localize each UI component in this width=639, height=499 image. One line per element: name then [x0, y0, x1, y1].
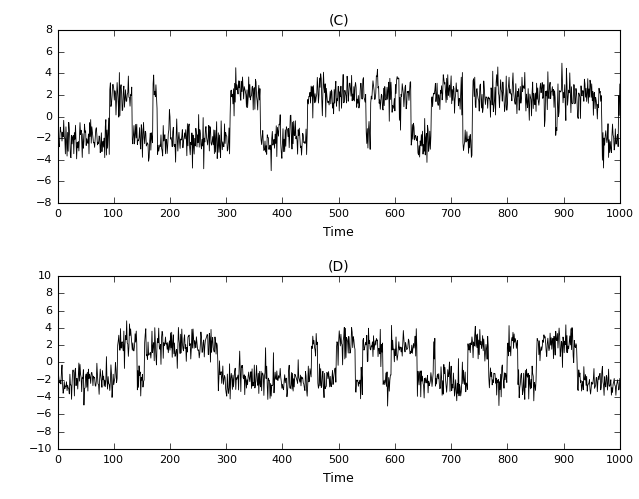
- X-axis label: Time: Time: [323, 472, 354, 485]
- X-axis label: Time: Time: [323, 226, 354, 239]
- Title: (C): (C): [328, 13, 349, 27]
- Title: (D): (D): [328, 259, 350, 273]
